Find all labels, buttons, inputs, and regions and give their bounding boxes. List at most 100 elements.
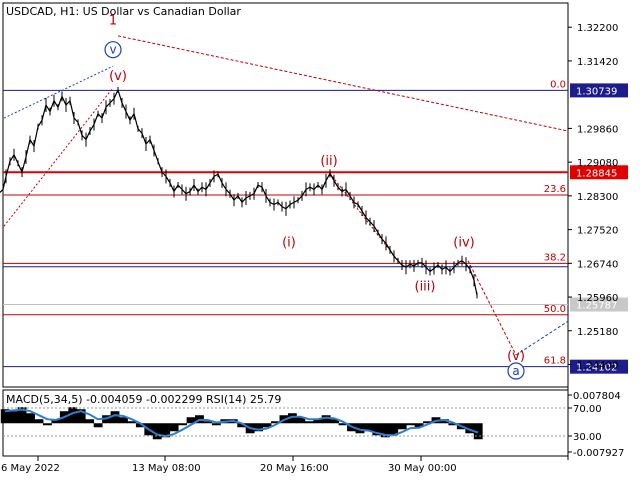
macd-bar [372, 423, 382, 436]
wave-label: (v) [507, 349, 525, 364]
price-tag-box [570, 165, 628, 180]
indicator-tick-label: 70.00 [573, 404, 602, 415]
fib-level-label: 61.8 [544, 356, 566, 367]
y-tick-label: 1.26740 [577, 259, 618, 270]
y-tick-label: 1.24400 [577, 361, 618, 372]
wave-label: (iii) [415, 279, 436, 294]
wave-label: (i) [282, 235, 296, 250]
indicator-tick-label: -0.007927 [573, 448, 624, 459]
indicator-tick-label: 30.00 [573, 432, 602, 443]
macd-bar [448, 423, 458, 426]
macd-bar [34, 419, 44, 424]
macd-bar [26, 413, 35, 424]
wave-label-circle [104, 41, 122, 59]
macd-bar [380, 423, 390, 438]
macd-bar [119, 417, 128, 424]
macd-bar [161, 423, 171, 438]
symbol-title: USDCAD, H1: US Dollar vs Canadian Dollar [6, 5, 241, 18]
macd-bar [397, 423, 407, 430]
wave-label: (v) [109, 69, 127, 84]
price-series [0, 86, 478, 299]
price-tag-label: 1.28845 [576, 168, 617, 179]
macd-bar [262, 423, 272, 428]
trend-line [117, 35, 569, 132]
wave-label-circle [507, 362, 525, 380]
y-tick-label: 1.31420 [577, 57, 618, 68]
macd-bar [152, 423, 162, 440]
price-tag-box [570, 297, 628, 312]
indicator-axis: 0.007804 70.00 30.00 -0.007927 [568, 391, 624, 459]
wave-label: (ii) [320, 154, 337, 169]
fib-levels: 0.0 1.30739 1.28845 23.6 38.2 1.25787 50.0 61.8… [3, 79, 628, 374]
macd-signal-line [4, 408, 479, 438]
macd-bar [338, 423, 348, 426]
trend-line [515, 320, 569, 356]
macd-bar [51, 419, 61, 424]
x-tick-label: 30 May 00:00 [388, 463, 457, 474]
wave-label: 1 [109, 13, 117, 28]
wave-label: v [109, 43, 116, 57]
fib-level-label: 38.2 [544, 252, 566, 263]
macd-bar [304, 421, 314, 424]
y-tick-label: 1.29080 [577, 158, 618, 169]
indicator-label: MACD(5,34,5) -0.004059 -0.002299 RSI(14)… [6, 393, 281, 406]
trend-line [329, 173, 399, 262]
trend-line [3, 87, 114, 227]
macd-bar [178, 423, 187, 426]
wave-label: (iv) [453, 235, 474, 250]
trend-lines [3, 35, 569, 356]
wave-labels: 1v(v)(i)(ii)(iii)(iv)(v)a [104, 13, 525, 380]
y-tick-label: 1.32200 [577, 23, 618, 34]
x-tick-label: 13 May 08:00 [132, 463, 201, 474]
macd-bar [296, 417, 306, 424]
macd-bar [439, 419, 449, 424]
y-tick-label: 1.28300 [577, 192, 618, 203]
indicator-tick-label: 0.007804 [573, 391, 621, 402]
macd-bar [203, 421, 213, 424]
macd-bar [271, 421, 280, 424]
macd-bar [17, 407, 27, 424]
macd-bar [0, 409, 10, 424]
price-tag-box [570, 359, 628, 374]
macd-bar [127, 421, 137, 424]
wave-label: a [512, 364, 519, 378]
macd-bar [355, 423, 365, 434]
macd-bar [9, 411, 19, 424]
macd-bar [465, 423, 475, 434]
price-tag-box [570, 83, 628, 98]
macd-bar [313, 419, 323, 424]
macd-panel [0, 407, 568, 440]
y-tick-label: 1.25180 [577, 327, 618, 338]
trend-line [467, 260, 517, 356]
macd-bar [76, 409, 86, 424]
macd-bar [43, 423, 52, 426]
fib-level-label: 50.0 [544, 304, 566, 315]
y-tick-label: 1.25960 [577, 293, 618, 304]
time-axis: 6 May 2022 13 May 08:00 20 May 16:00 30 May… [1, 456, 457, 474]
macd-bar [93, 423, 103, 428]
macd-bar [414, 423, 424, 428]
macd-bar [363, 423, 373, 432]
x-tick-label: 20 May 16:00 [260, 463, 329, 474]
macd-bar [287, 413, 297, 424]
macd-bar [135, 423, 145, 428]
y-tick-label: 1.29860 [577, 124, 618, 135]
macd-bar [169, 423, 179, 432]
macd-bar [330, 419, 340, 424]
macd-bar [85, 419, 95, 424]
x-tick-label: 6 May 2022 [1, 463, 60, 474]
price-tag-label: 1.24102 [576, 363, 617, 374]
macd-bar [110, 411, 120, 424]
macd-bar [68, 407, 78, 424]
macd-bar [423, 421, 432, 424]
y-tick-label: 1.27520 [577, 226, 618, 237]
trend-line [3, 65, 114, 119]
fib-level-label: 0.0 [550, 79, 566, 90]
macd-bar [211, 423, 221, 426]
macd-bar [321, 415, 331, 424]
price-tag-label: 1.25787 [576, 301, 617, 312]
macd-bar [237, 423, 247, 428]
macd-bar [186, 417, 196, 424]
